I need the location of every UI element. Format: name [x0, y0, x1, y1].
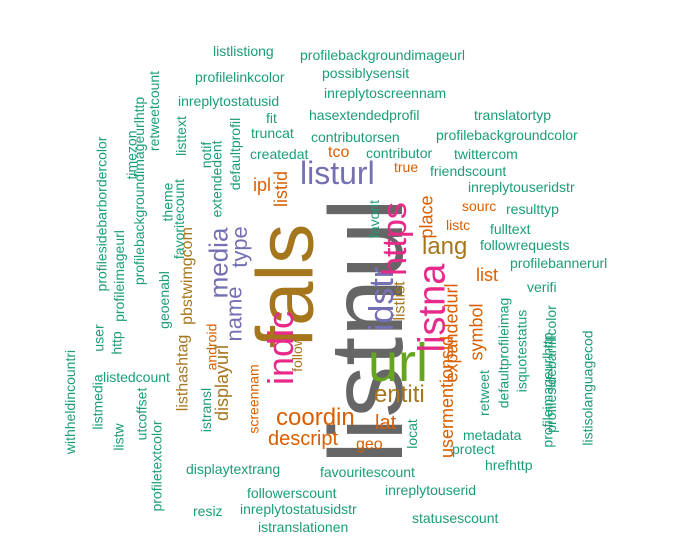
- word-ipl: ipl: [253, 175, 272, 195]
- word-truncat: truncat: [251, 125, 294, 141]
- word-displaytextrang: displaytextrang: [186, 461, 281, 477]
- word-listedcount: listedcount: [103, 369, 170, 385]
- word-inreplytoscreennam: inreplytoscreennam: [324, 85, 447, 101]
- word-user: user: [90, 324, 107, 352]
- word-profilebackgroundimageurlhttp: profilebackgroundimageurlhttp: [131, 96, 148, 286]
- word-geo: geo: [356, 436, 383, 453]
- word-favouritescount: favouritescount: [320, 464, 415, 480]
- word-geoenabl: geoenabl: [155, 271, 172, 329]
- word-friendscount: friendscount: [430, 163, 507, 179]
- word-favorit: favorit: [366, 199, 383, 239]
- word-withheldincountri: withheldincountri: [62, 349, 79, 455]
- word-followrequests: followrequests: [480, 237, 570, 253]
- word-sourc: sourc: [462, 198, 497, 214]
- word-notif: notif: [198, 141, 215, 169]
- word-inreplytouseridstr: inreplytouseridstr: [468, 179, 575, 195]
- word-contributor: contributor: [366, 145, 433, 161]
- word-listurl: listurl: [300, 155, 375, 191]
- word-listlistiong: listlistiong: [213, 43, 274, 59]
- word-twittercom: twittercom: [454, 146, 518, 162]
- word-lang: lang: [422, 233, 468, 260]
- word-istranslationen: istranslationen: [258, 519, 349, 535]
- word-symbol: symbol: [466, 303, 487, 361]
- word-profilelinkcolor: profilelinkcolor: [195, 69, 285, 85]
- word-statusescount: statusescount: [412, 510, 499, 526]
- word-name: name: [221, 286, 247, 342]
- word-type: type: [226, 226, 252, 268]
- word-profilesidebarfillcolor: profilesidebarfillcolor: [542, 305, 559, 433]
- word-protect: protect: [452, 441, 495, 457]
- word-profileimageurl: profileimageurl: [110, 230, 127, 322]
- word-list: list: [476, 265, 498, 285]
- word-profilebackgroundimageurl: profilebackgroundimageurl: [300, 47, 465, 63]
- word-lat: lat: [375, 412, 397, 434]
- word-entiti: entiti: [374, 381, 425, 408]
- word-translatortyp: translatortyp: [474, 107, 552, 123]
- word-istransl: istransl: [198, 387, 215, 433]
- word-listlist: listlist: [391, 281, 409, 321]
- word-inreplytostatusid: inreplytostatusid: [178, 93, 280, 109]
- word-retweet: retweet: [475, 370, 492, 416]
- word-followerscount: followerscount: [247, 485, 337, 501]
- word-listhashtag: listhashtag: [174, 334, 192, 412]
- word-coordin: coordin: [276, 404, 355, 431]
- word-retweetcount: retweetcount: [146, 70, 163, 152]
- word-listw: listw: [110, 423, 127, 451]
- word-inreplytouserid: inreplytouserid: [385, 482, 477, 498]
- word-profiletextcolor: profiletextcolor: [148, 420, 165, 512]
- word-hasextendedprofil: hasextendedprofil: [309, 107, 420, 123]
- word-true: true: [394, 159, 419, 175]
- word-profilebannerurl: profilebannerurl: [510, 255, 608, 271]
- word-https: https: [375, 202, 414, 276]
- word-http: http: [108, 331, 125, 355]
- word-fit: fit: [266, 110, 277, 126]
- word-isquotestatus: isquotestatus: [513, 309, 530, 393]
- word-createdat: createdat: [250, 146, 309, 162]
- word-favoritecount: favoritecount: [171, 178, 188, 260]
- word-hrefhttp: hrefhttp: [485, 457, 533, 473]
- word-defaultprofil: defaultprofil: [227, 117, 244, 191]
- word-screennam: screennam: [245, 364, 262, 434]
- word-possiblysensit: possiblysensit: [322, 65, 410, 81]
- word-fulltext: fulltext: [490, 221, 531, 237]
- word-utcoffset: utcoffset: [133, 387, 150, 441]
- word-place: place: [416, 195, 437, 239]
- word-listtext: listtext: [172, 116, 189, 156]
- word-descript: descript: [268, 428, 339, 450]
- word-listisolanguagecod: listisolanguagecod: [579, 330, 596, 446]
- word-resulttyp: resulttyp: [506, 201, 559, 217]
- word-listid: listid: [271, 170, 292, 208]
- word-defaultprofileimag: defaultprofileimag: [495, 297, 512, 409]
- word-url: url: [368, 333, 429, 393]
- word-contributorsen: contributorsen: [311, 129, 400, 145]
- word-metadata: metadata: [463, 427, 522, 443]
- word-follow: follow: [288, 336, 305, 372]
- word-verifi: verifi: [527, 279, 557, 295]
- word-listc: listc: [446, 217, 471, 233]
- word-expandedurl: expandedurl: [441, 283, 462, 383]
- word-profilesidebarbordercolor: profilesidebarbordercolor: [93, 136, 110, 292]
- word-profilebackgroundcolor: profilebackgroundcolor: [436, 127, 578, 143]
- word-android: android: [203, 323, 220, 371]
- word-inreplytostatusidstr: inreplytostatusidstr: [240, 501, 357, 517]
- word-listmedia: listmedia: [89, 374, 106, 430]
- word-resiz: resiz: [193, 503, 223, 519]
- word-locat: locat: [403, 419, 420, 449]
- word-tco: tco: [328, 144, 350, 161]
